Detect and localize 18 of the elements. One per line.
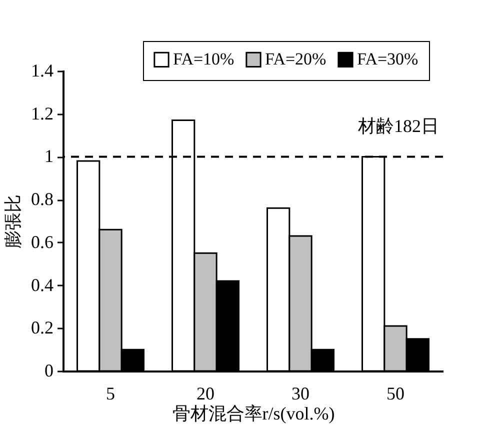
y-tick-label: 0.8	[31, 189, 54, 210]
y-tick-label: 0.4	[31, 274, 54, 295]
y-tick-label: 1.2	[31, 103, 54, 124]
y-axis-title: 膨張比	[3, 194, 23, 248]
y-tick-label: 1.4	[31, 60, 54, 80]
x-tick-label: 20	[196, 384, 214, 404]
x-axis-title: 骨材混合率r/s(vol.%)	[172, 404, 335, 424]
y-tick-label: 1	[44, 146, 54, 166]
x-tick-label: 50	[386, 384, 404, 404]
legend-label: FA=10%	[173, 50, 234, 69]
annotation: 材齢182日	[357, 116, 439, 136]
y-tick-label: 0.2	[31, 318, 54, 338]
legend-label: FA=30%	[357, 50, 418, 69]
y-tick-label: 0	[44, 360, 54, 380]
legend-label: FA=20%	[265, 50, 326, 69]
x-tick-label: 30	[292, 384, 310, 404]
y-tick-label: 0.6	[31, 232, 54, 252]
x-tick-label: 5	[106, 384, 115, 404]
